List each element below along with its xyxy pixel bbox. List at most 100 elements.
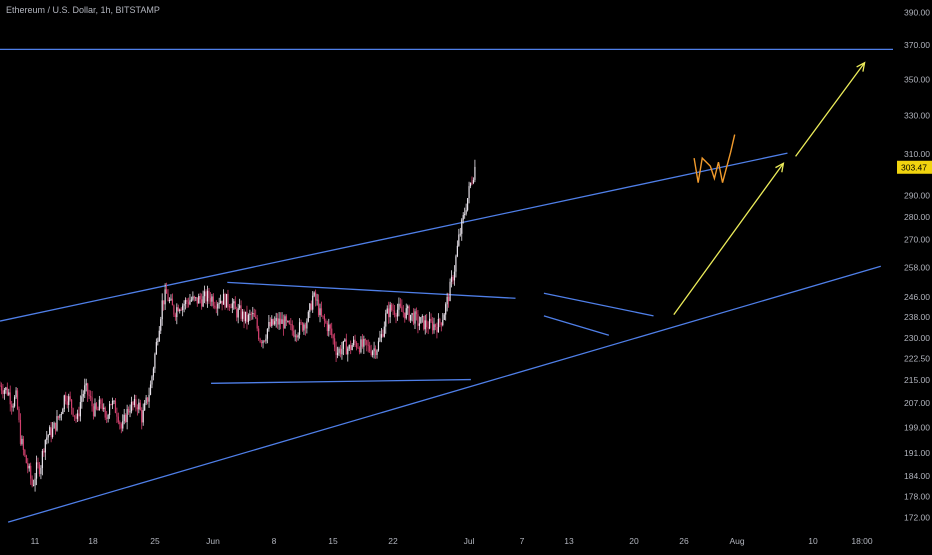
y-tick-label: 178.00 — [904, 491, 930, 501]
candle-body — [54, 422, 57, 431]
candle-body — [253, 313, 255, 317]
time-axis[interactable]: 11 18 25 Jun 8 15 22 Jul 7 13 20 26 Aug 10 18:00 — [31, 536, 873, 546]
candle-body — [167, 293, 169, 302]
candle-body — [288, 321, 290, 324]
candle-body — [6, 387, 8, 395]
candle-body — [110, 403, 112, 405]
candle-body — [243, 311, 245, 322]
candle-body — [256, 318, 258, 329]
drawing-lines — [0, 48, 893, 523]
candle-body — [255, 316, 257, 319]
candle-body — [310, 303, 312, 310]
candle-body — [442, 319, 444, 326]
candle-body — [275, 318, 277, 322]
candle-body — [186, 299, 188, 303]
candle-body — [332, 335, 334, 339]
candle-body — [350, 345, 352, 351]
candle-body — [462, 215, 464, 220]
candle-body — [47, 434, 49, 438]
candle-body — [59, 414, 61, 418]
candles — [0, 159, 476, 492]
candle-body — [293, 330, 295, 337]
candle-body — [279, 318, 282, 324]
candle-body — [193, 296, 195, 299]
candle-body — [136, 407, 138, 410]
candle-body — [127, 409, 130, 413]
candle-body — [312, 295, 314, 310]
candle-body — [461, 219, 463, 234]
candle-body — [360, 339, 362, 353]
candle-body — [355, 342, 358, 348]
candle-body — [388, 308, 390, 318]
candle-body — [320, 308, 323, 316]
candle-body — [171, 298, 174, 306]
candle-body — [239, 305, 241, 309]
candle-body — [189, 300, 191, 305]
candle-body — [420, 317, 422, 324]
candle-body — [225, 293, 228, 308]
candle-body — [100, 399, 102, 404]
y-tick-label: 280.00 — [904, 212, 930, 222]
candle-body — [177, 307, 179, 312]
candle-body — [144, 403, 146, 411]
candle-body — [126, 409, 128, 423]
candle-body — [259, 338, 261, 343]
candle-body — [323, 316, 326, 321]
candle-body — [465, 210, 467, 214]
candle-body — [192, 296, 194, 300]
candle-body — [101, 403, 103, 409]
candle-body — [209, 298, 212, 302]
candle-body — [246, 311, 248, 323]
candle-body — [379, 337, 381, 342]
candle-body — [62, 408, 64, 415]
candle-body — [41, 450, 43, 469]
candle-body — [357, 347, 359, 349]
candle-body — [430, 318, 432, 322]
candle-body — [448, 296, 450, 302]
candle-body — [50, 427, 52, 438]
candle-body — [433, 324, 435, 331]
candle-body — [0, 385, 3, 391]
candle-body — [304, 324, 307, 329]
candle-body — [34, 478, 36, 486]
candle-body — [382, 334, 384, 337]
candle-body — [224, 294, 226, 308]
candle-body — [95, 403, 98, 409]
candle-body — [415, 311, 418, 315]
candle-body — [76, 413, 79, 419]
candle-body — [15, 390, 17, 398]
candle-body — [168, 299, 171, 302]
candle-body — [87, 383, 89, 395]
candle-body — [363, 339, 365, 347]
candle-body — [315, 292, 317, 301]
price-axis[interactable]: 390.00 370.00 350.00 330.00 310.00 290.00 280.… — [904, 8, 930, 523]
candle-body — [236, 309, 238, 318]
candle-body — [284, 316, 286, 329]
candle-body — [263, 340, 266, 342]
candle-body — [370, 351, 372, 356]
candle-body — [212, 296, 214, 306]
candle-body — [211, 296, 213, 302]
candle-body — [31, 478, 33, 486]
candle-body — [222, 294, 225, 305]
candle-body — [410, 314, 412, 321]
x-tick-label: 25 — [150, 536, 160, 546]
candle-body — [234, 301, 236, 310]
x-tick-label: 18 — [88, 536, 98, 546]
candle-body — [303, 324, 305, 331]
candle-body — [258, 328, 260, 339]
candle-body — [440, 322, 442, 326]
candle-body — [230, 307, 232, 309]
candle-body — [424, 320, 426, 330]
candle-body — [369, 345, 371, 352]
candle-body — [325, 320, 327, 323]
y-tick-label: 207.00 — [904, 398, 930, 408]
candle-body — [114, 400, 117, 413]
x-tick-label: Jun — [206, 536, 220, 546]
candle-body — [439, 318, 441, 323]
candle-body — [464, 213, 466, 216]
candle-body — [72, 408, 74, 416]
